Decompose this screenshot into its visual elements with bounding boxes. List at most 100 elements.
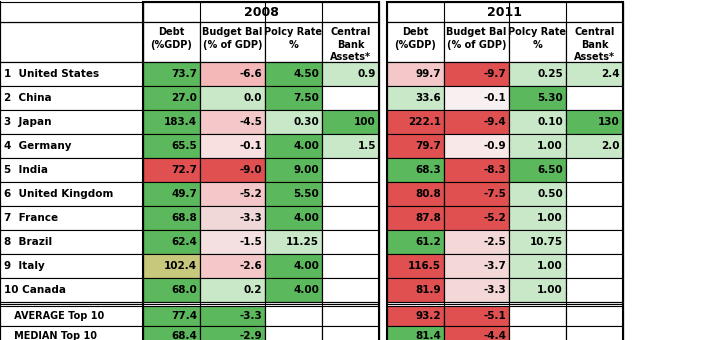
Text: %: % (289, 39, 298, 50)
Text: 87.8: 87.8 (415, 213, 441, 223)
Text: 4.00: 4.00 (293, 141, 319, 151)
Bar (387, 86, 444, 110)
Text: Polcy Rate: Polcy Rate (265, 27, 322, 37)
Bar (322, 62, 379, 86)
Text: 6  United Kingdom: 6 United Kingdom (4, 189, 113, 199)
Text: 7  France: 7 France (4, 213, 58, 223)
Text: 5  India: 5 India (4, 165, 48, 175)
Text: 9.00: 9.00 (294, 165, 319, 175)
Bar (509, 158, 566, 182)
Bar (200, 206, 265, 230)
Bar (566, 230, 623, 254)
Bar (200, 326, 265, 340)
Bar (322, 326, 379, 340)
Bar (0, 306, 143, 326)
Text: 1  United States: 1 United States (4, 69, 99, 79)
Text: 1.00: 1.00 (537, 285, 563, 295)
Text: -5.1: -5.1 (483, 311, 506, 321)
Text: 81.4: 81.4 (415, 331, 441, 340)
Bar (200, 182, 265, 206)
Bar (265, 306, 322, 326)
Text: 1.00: 1.00 (537, 141, 563, 151)
Bar (566, 22, 623, 62)
Bar (322, 22, 379, 62)
Bar (509, 182, 566, 206)
Text: -5.2: -5.2 (483, 213, 506, 223)
Bar (143, 254, 200, 278)
Text: 4.50: 4.50 (293, 69, 319, 79)
Bar (143, 110, 200, 134)
Text: 68.0: 68.0 (171, 285, 197, 295)
Text: 102.4: 102.4 (164, 261, 197, 271)
Text: Assets*: Assets* (574, 52, 615, 62)
Text: 0.50: 0.50 (537, 189, 563, 199)
Text: 2.0: 2.0 (601, 141, 620, 151)
Text: 2008: 2008 (244, 5, 279, 18)
Bar (444, 278, 509, 302)
Bar (566, 182, 623, 206)
Text: 183.4: 183.4 (164, 117, 197, 127)
Bar (444, 86, 509, 110)
Text: Central: Central (574, 27, 615, 37)
Bar (265, 22, 322, 62)
Text: 0.30: 0.30 (294, 117, 319, 127)
Bar (200, 254, 265, 278)
Text: 62.4: 62.4 (171, 237, 197, 247)
Text: -0.1: -0.1 (239, 141, 262, 151)
Bar (566, 86, 623, 110)
Text: 33.6: 33.6 (415, 93, 441, 103)
Text: %: % (533, 39, 542, 50)
Bar (265, 206, 322, 230)
Text: 222.1: 222.1 (408, 117, 441, 127)
Text: Debt: Debt (402, 27, 429, 37)
Bar (387, 230, 444, 254)
Bar (200, 306, 265, 326)
Bar (509, 230, 566, 254)
Bar (322, 278, 379, 302)
Text: 68.8: 68.8 (171, 213, 197, 223)
Text: 7.50: 7.50 (293, 93, 319, 103)
Bar (387, 62, 444, 86)
Bar (509, 306, 566, 326)
Bar (566, 158, 623, 182)
Text: 0.9: 0.9 (358, 69, 376, 79)
Bar (0, 254, 143, 278)
Text: 72.7: 72.7 (171, 165, 197, 175)
Bar (0, 278, 143, 302)
Bar (143, 158, 200, 182)
Bar (566, 326, 623, 340)
Text: 0.0: 0.0 (244, 93, 262, 103)
Bar (444, 110, 509, 134)
Bar (444, 22, 509, 62)
Text: 93.2: 93.2 (415, 311, 441, 321)
Bar (0, 22, 143, 62)
Text: -9.0: -9.0 (239, 165, 262, 175)
Text: 61.2: 61.2 (415, 237, 441, 247)
Text: 4  Germany: 4 Germany (4, 141, 72, 151)
Bar (200, 22, 265, 62)
Bar (387, 22, 444, 62)
Bar (387, 110, 444, 134)
Text: Debt: Debt (158, 27, 184, 37)
Text: Assets*: Assets* (330, 52, 371, 62)
Bar (566, 206, 623, 230)
Bar (509, 326, 566, 340)
Bar (265, 326, 322, 340)
Text: Polcy Rate: Polcy Rate (508, 27, 567, 37)
Bar (265, 110, 322, 134)
Text: 49.7: 49.7 (171, 189, 197, 199)
Bar (509, 254, 566, 278)
Bar (509, 134, 566, 158)
Bar (387, 2, 623, 340)
Text: (% of GDP): (% of GDP) (447, 39, 506, 50)
Text: -4.4: -4.4 (483, 331, 506, 340)
Text: -6.6: -6.6 (239, 69, 262, 79)
Bar (322, 182, 379, 206)
Text: -5.2: -5.2 (239, 189, 262, 199)
Bar (200, 230, 265, 254)
Bar (387, 2, 623, 22)
Text: 100: 100 (354, 117, 376, 127)
Text: 130: 130 (598, 117, 620, 127)
Bar (143, 86, 200, 110)
Text: -3.3: -3.3 (239, 213, 262, 223)
